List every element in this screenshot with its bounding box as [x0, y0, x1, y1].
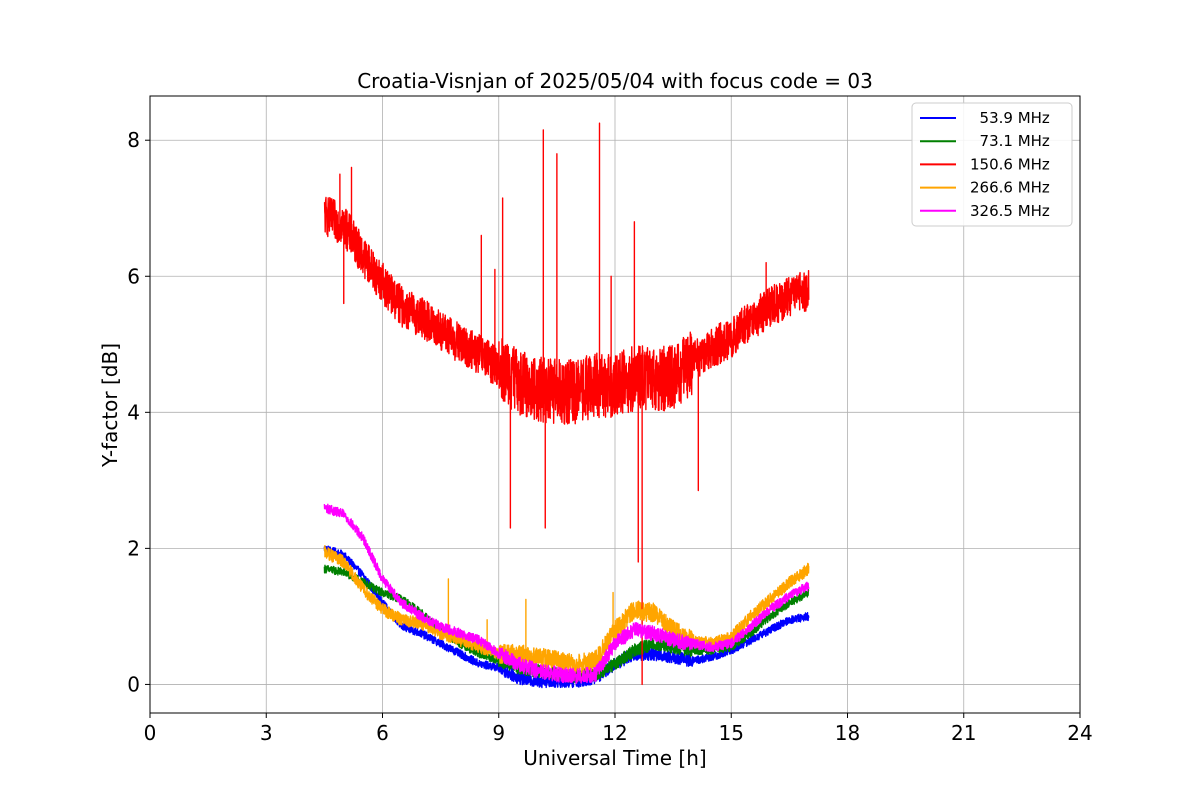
legend-label: 73.1 MHz	[970, 132, 1050, 150]
x-tick-label: 18	[835, 721, 860, 745]
x-tick-label: 0	[144, 721, 157, 745]
x-tick-label: 21	[951, 721, 976, 745]
legend-label: 266.6 MHz	[970, 179, 1050, 197]
y-tick-label: 6	[127, 264, 140, 288]
x-tick-label: 6	[376, 721, 389, 745]
series-line	[323, 122, 810, 686]
y-axis: 0 2 4 6 8	[127, 128, 150, 696]
chart-title: Croatia-Visnjan of 2025/05/04 with focus…	[357, 69, 873, 93]
x-tick-label: 15	[719, 721, 744, 745]
x-tick-label: 9	[492, 721, 505, 745]
y-tick-label: 4	[127, 400, 140, 424]
series-group	[323, 122, 810, 689]
x-axis-label: Universal Time [h]	[523, 746, 706, 770]
y-tick-label: 2	[127, 536, 140, 560]
x-tick-label: 12	[602, 721, 627, 745]
legend-label: 326.5 MHz	[970, 202, 1050, 220]
legend-label: 150.6 MHz	[970, 155, 1050, 173]
series-line	[323, 503, 810, 684]
x-axis: 0 3 6 9 12 15 18 21 24	[144, 713, 1093, 745]
x-tick-label: 3	[260, 721, 273, 745]
legend-box	[911, 102, 1073, 227]
legend: 53.9 MHz 73.1 MHz 150.6 MHz 266.6 MHz 326.5…	[911, 102, 1073, 227]
y-axis-label: Y-factor [dB]	[98, 343, 122, 468]
x-tick-label: 24	[1067, 721, 1092, 745]
y-tick-label: 8	[127, 128, 140, 152]
series-line	[323, 545, 810, 689]
y-tick-label: 0	[127, 672, 140, 696]
legend-label: 53.9 MHz	[970, 109, 1050, 127]
